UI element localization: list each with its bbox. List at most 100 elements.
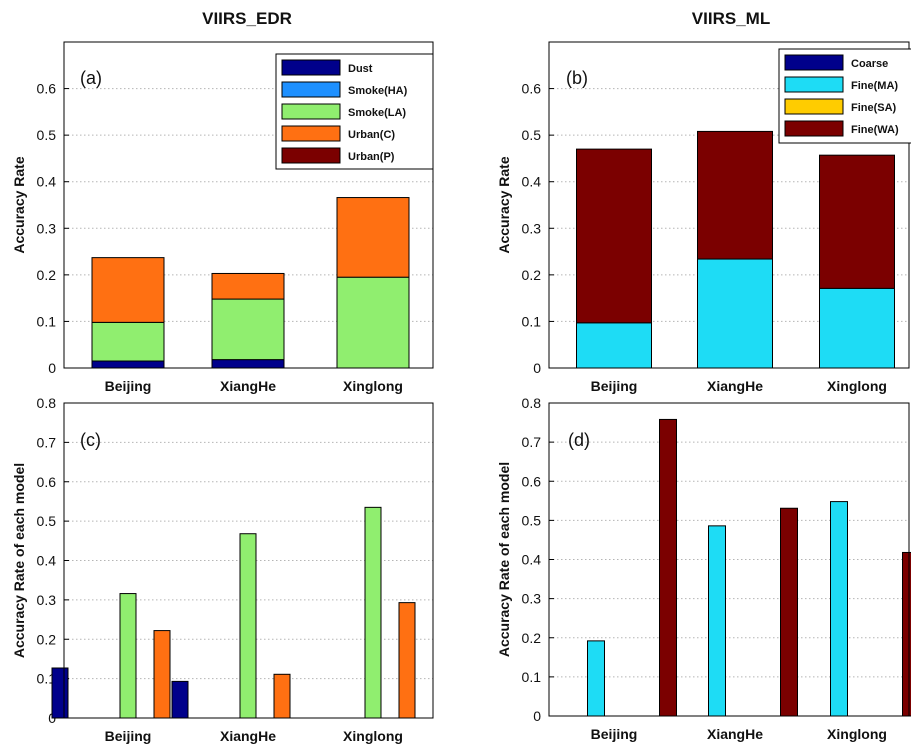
bar-xianghe-dust xyxy=(211,359,285,369)
bar-beijing-fine-ma- xyxy=(576,322,652,369)
chart-c: 00.10.20.30.40.50.60.70.8BeijingXiangHeX… xyxy=(11,395,434,744)
y-tick-label: 0.5 xyxy=(37,127,57,143)
y-axis-label: Accuracy Rate of each model xyxy=(11,463,27,658)
panel-label: (a) xyxy=(80,68,102,88)
bar-xinglong-smoke-la- xyxy=(336,276,410,369)
bar-xianghe-urban-c- xyxy=(211,272,285,300)
y-tick-label: 0.8 xyxy=(522,395,542,411)
x-tick-label: Xinglong xyxy=(343,378,403,394)
legend-entry: Urban(C) xyxy=(348,129,395,141)
y-tick-label: 0.7 xyxy=(522,434,542,450)
bar-beijing-fine-wa- xyxy=(576,148,652,324)
x-tick-label: Beijing xyxy=(591,378,638,394)
panel-label: (b) xyxy=(566,68,588,88)
panel-label: (c) xyxy=(80,430,101,450)
legend-entry: Smoke(LA) xyxy=(348,107,406,119)
y-tick-label: 0 xyxy=(48,360,56,376)
bar-xianghe-fine-wa- xyxy=(697,130,773,260)
bar-xinglong-s3 xyxy=(398,602,416,719)
legend-swatch xyxy=(784,76,844,93)
y-tick-label: 0.1 xyxy=(522,669,542,685)
x-tick-label: XiangHe xyxy=(707,378,763,394)
legend-entry: Fine(MA) xyxy=(851,80,898,92)
legend-swatch xyxy=(784,120,844,137)
y-axis-label: Accuracy Rate of each model xyxy=(496,462,512,657)
legend-swatch xyxy=(281,59,341,76)
y-tick-label: 0.8 xyxy=(37,395,57,411)
legend-swatch xyxy=(784,54,844,71)
y-tick-label: 0.3 xyxy=(522,220,542,236)
y-tick-label: 0.2 xyxy=(522,630,542,646)
bar-xianghe-s0 xyxy=(171,680,189,719)
legend-swatch xyxy=(281,147,341,164)
bar-beijing-s3 xyxy=(153,630,171,719)
x-tick-label: Xinglong xyxy=(827,726,887,742)
bar-beijing-smoke-la- xyxy=(91,321,165,362)
legend-entry: Urban(P) xyxy=(348,151,395,163)
y-axis-label: Accuracy Rate xyxy=(496,156,512,253)
x-tick-label: Xinglong xyxy=(827,378,887,394)
bar-beijing-s0 xyxy=(51,667,69,719)
legend-entry: Fine(SA) xyxy=(851,102,897,114)
y-tick-label: 0.2 xyxy=(37,631,57,647)
legend-entry: Coarse xyxy=(851,58,888,70)
legend-swatch xyxy=(281,103,341,120)
y-tick-label: 0.1 xyxy=(37,671,57,687)
y-tick-label: 0.6 xyxy=(522,81,542,97)
bar-beijing-s2 xyxy=(119,593,137,719)
y-tick-label: 0.4 xyxy=(522,552,542,568)
bar-xianghe-s1 xyxy=(708,525,726,717)
chart-d: 0 0.1 0.2 0.3 0.4 0.5 0.6 0.7 0.8 Beijing XiangHe X… xyxy=(496,395,911,742)
bar-xinglong-urban-c- xyxy=(336,197,410,278)
plot-frame xyxy=(63,41,434,369)
chart-title: VIIRS_EDR xyxy=(202,9,292,28)
bar-xinglong-s3 xyxy=(902,551,911,717)
legend: Dust Smoke(HA) Smoke(LA) Urban(C) Urban(P) xyxy=(275,53,434,170)
y-tick-label: 0.4 xyxy=(37,174,57,190)
y-tick-label: 0.7 xyxy=(37,434,57,450)
x-tick-label: Beijing xyxy=(105,378,152,394)
y-tick-label: 0.1 xyxy=(37,313,57,329)
chart-b: 0 0.1 0.2 0.3 0.4 0.5 0.6 Beijing XiangHe Xinglon… xyxy=(496,9,911,394)
plot-frame xyxy=(548,402,910,717)
y-tick-label: 0.1 xyxy=(522,313,542,329)
bar-xianghe-s3 xyxy=(780,507,798,717)
bar-xinglong-fine-wa- xyxy=(819,154,895,289)
panel-label: (d) xyxy=(568,430,590,450)
y-axis-label: Accuracy Rate xyxy=(11,156,27,253)
y-tick-label: 0.5 xyxy=(522,127,542,143)
legend-entry: Dust xyxy=(348,63,373,75)
y-tick-label: 0.4 xyxy=(522,174,542,190)
y-tick-label: 0.6 xyxy=(37,81,57,97)
bar-xinglong-fine-ma- xyxy=(819,287,895,369)
x-tick-label: Xinglong xyxy=(343,728,403,744)
y-tick-label: 0.5 xyxy=(37,513,57,529)
x-tick-label: XiangHe xyxy=(220,728,276,744)
x-tick-label: Beijing xyxy=(591,726,638,742)
legend-swatch xyxy=(281,125,341,142)
bar-xianghe-s3 xyxy=(273,673,291,719)
bar-beijing-s1 xyxy=(587,640,605,717)
y-tick-label: 0.3 xyxy=(37,592,57,608)
legend-swatch xyxy=(784,98,844,115)
y-tick-label: 0.3 xyxy=(37,220,57,236)
y-tick-label: 0.6 xyxy=(522,473,542,489)
y-tick-label: 0.3 xyxy=(522,591,542,607)
x-tick-label: Beijing xyxy=(105,728,152,744)
y-tick-label: 0 xyxy=(533,708,541,724)
chart-title: VIIRS_ML xyxy=(692,9,770,28)
bar-beijing-s3 xyxy=(659,418,677,717)
bar-xianghe-s2 xyxy=(239,533,257,719)
bar-beijing-urban-c- xyxy=(91,257,165,323)
legend-entry: Fine(WA) xyxy=(851,124,899,136)
plot-frame xyxy=(63,402,434,719)
legend-swatch xyxy=(281,81,341,98)
legend-entry: Smoke(HA) xyxy=(348,85,408,97)
chart-a: 0 0.1 0.2 0.3 0.4 0.5 0.6 Beijing XiangHe Xinglon… xyxy=(11,9,434,394)
plot-frame xyxy=(548,41,910,369)
y-tick-label: 0.2 xyxy=(522,267,542,283)
bar-xinglong-s1 xyxy=(830,501,848,717)
y-tick-label: 0.2 xyxy=(37,267,57,283)
y-tick-label: 0.4 xyxy=(37,553,57,569)
